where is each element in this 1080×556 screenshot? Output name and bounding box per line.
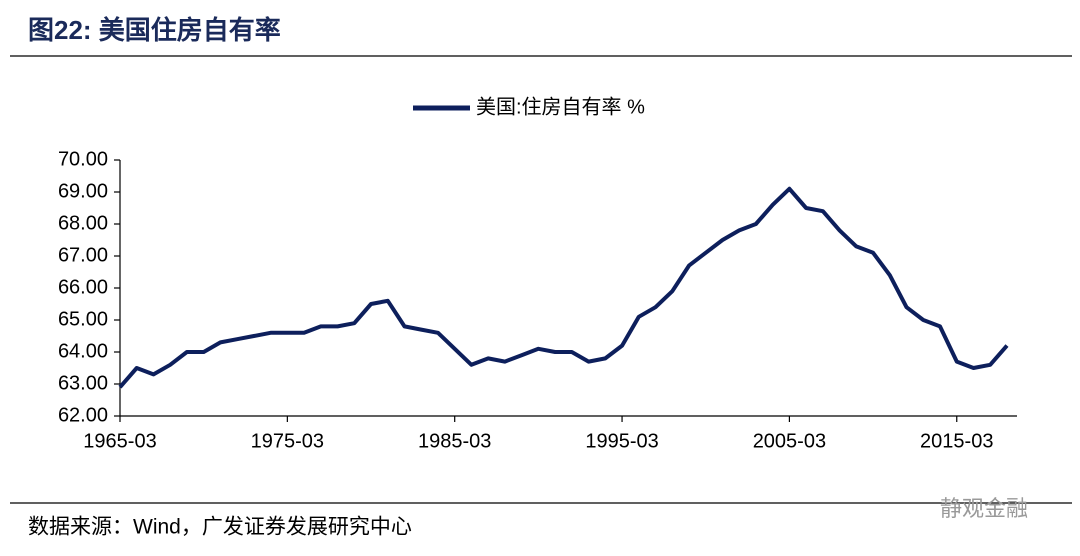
y-tick-label: 63.00 xyxy=(58,372,108,394)
x-tick-label: 2015-03 xyxy=(920,430,993,452)
watermark: 静观金融 xyxy=(940,496,1028,521)
y-tick-label: 65.00 xyxy=(58,308,108,330)
x-tick-label: 1985-03 xyxy=(418,430,491,452)
data-line xyxy=(118,186,1009,389)
source: 数据来源：Wind，广发证券发展研究中心 xyxy=(28,516,412,539)
x-tick-label: 1975-03 xyxy=(251,430,324,452)
y-tick-label: 64.00 xyxy=(58,340,108,362)
y-tick-label: 62.00 xyxy=(58,404,108,426)
x-tick-label: 1995-03 xyxy=(585,430,658,452)
y-tick-label: 69.00 xyxy=(58,180,108,202)
y-tick-label: 66.00 xyxy=(58,276,108,298)
chart-title: 图22: 美国住房自有率 xyxy=(28,15,281,45)
y-tick-label: 67.00 xyxy=(58,244,108,266)
x-tick-label: 2005-03 xyxy=(753,430,826,452)
y-tick-label: 68.00 xyxy=(58,212,108,234)
y-tick-label: 70.00 xyxy=(58,148,108,170)
x-tick-label: 1965-03 xyxy=(83,430,156,452)
legend-label: 美国:住房自有率 % xyxy=(476,95,645,118)
